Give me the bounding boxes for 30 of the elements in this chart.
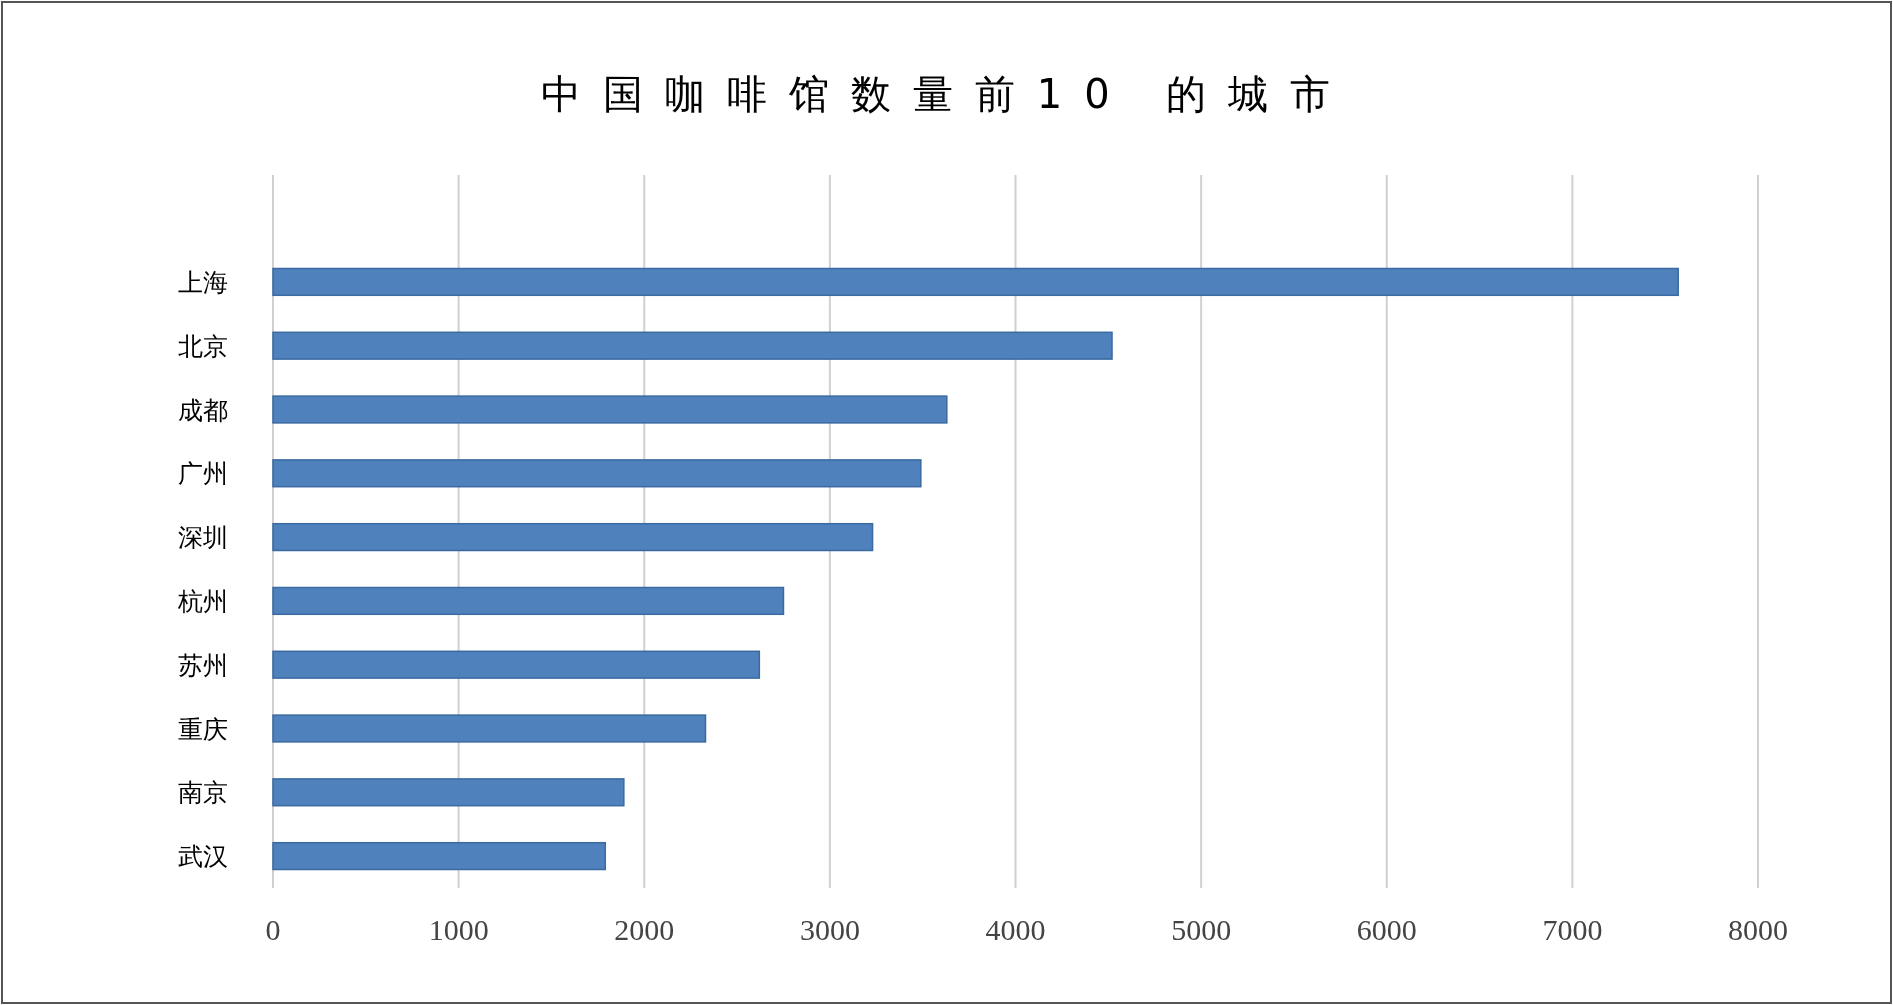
bar	[272, 650, 761, 679]
y-tick-label: 武汉	[178, 842, 228, 872]
bar	[272, 267, 1679, 297]
y-tick-label: 成都	[178, 395, 228, 425]
bar	[272, 522, 874, 552]
x-tick-label: 6000	[1356, 913, 1417, 946]
y-tick-label: 南京	[178, 778, 228, 808]
y-tick-label: 苏州	[178, 650, 228, 680]
y-tick-label: 北京	[178, 331, 228, 361]
bar	[272, 331, 1113, 360]
y-tick-label: 上海	[178, 267, 228, 297]
y-tick-label: 杭州	[177, 586, 228, 616]
y-tick-label: 广州	[178, 459, 228, 489]
bar	[272, 395, 948, 424]
x-tick-label: 5000	[1171, 913, 1232, 946]
x-tick-label: 0	[265, 913, 281, 946]
y-tick-label: 深圳	[178, 523, 228, 553]
chart-title: 中国咖啡馆数量前10 的城市	[540, 71, 1353, 117]
bar	[272, 841, 607, 871]
x-tick-label: 8000	[1728, 913, 1788, 946]
x-tick-label: 4000	[985, 913, 1046, 946]
x-tick-label: 1000	[428, 913, 489, 946]
x-tick-label: 3000	[799, 913, 860, 946]
x-tick-label: 7000	[1542, 913, 1603, 946]
bar	[272, 586, 785, 616]
y-tick-label: 重庆	[178, 714, 228, 744]
bar	[272, 778, 625, 807]
bar	[272, 714, 707, 743]
bar	[272, 459, 922, 488]
x-tick-label: 2000	[614, 913, 675, 946]
